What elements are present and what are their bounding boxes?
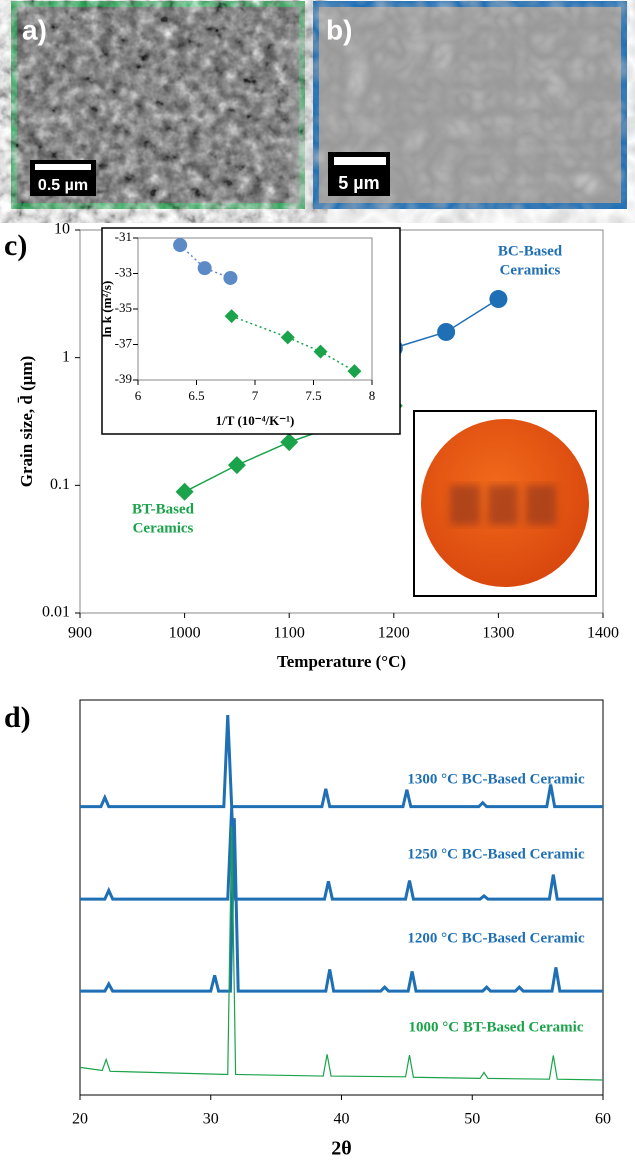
annotation: BC-Based: [498, 243, 563, 259]
x-axis-label: Temperature (°C): [277, 652, 406, 671]
data-point: [227, 456, 246, 475]
data-point: [489, 290, 508, 309]
x-tick-label: 50: [464, 1111, 480, 1128]
sem-image-b: 5 µm b): [313, 1, 627, 209]
series-line: [80, 714, 603, 809]
x-tick-label: 8: [369, 388, 376, 403]
y-tick-label: 0.01: [42, 604, 70, 621]
x-tick-label: 30: [203, 1111, 219, 1128]
x-axis-label: 2θ: [331, 1138, 351, 1160]
x-tick-label: 7.5: [305, 388, 321, 403]
x-tick-label: 1300: [482, 625, 514, 642]
series-line: [231, 315, 355, 372]
series-label: 1000 °C BT-Based Ceramic: [408, 1019, 583, 1035]
scale-bar-label: 5 µm: [338, 173, 379, 193]
data-point: [223, 270, 238, 285]
data-point: [437, 322, 456, 341]
y-tick-label: -35: [115, 300, 132, 315]
x-tick-label: 6.5: [188, 388, 204, 403]
photo-inset: [413, 410, 597, 597]
data-point: [313, 344, 328, 359]
series-line: [80, 807, 603, 901]
y-tick-label: -31: [115, 229, 132, 244]
data-point: [175, 482, 194, 501]
panel-label: a): [22, 14, 47, 45]
series-line: [80, 818, 603, 993]
series-label: 1250 °C BC-Based Ceramic: [407, 846, 585, 862]
annotation: Ceramics: [133, 520, 194, 536]
x-tick-label: 20: [72, 1111, 88, 1128]
y-tick-label: -37: [115, 335, 133, 350]
x-tick-label: 7: [252, 388, 259, 403]
x-tick-label: 40: [334, 1111, 350, 1128]
annotation: BT-Based: [132, 501, 195, 517]
panel-label: b): [326, 14, 352, 45]
y-axis-label: ln k (m²/s): [99, 281, 114, 338]
scale-bar-label: 0.5 µm: [38, 177, 88, 194]
panel-label: d): [4, 701, 31, 734]
series-label: 1300 °C BC-Based Ceramic: [407, 771, 585, 787]
x-axis-label: 1/T (10⁻⁴/K⁻¹): [216, 413, 295, 428]
x-tick-label: 6: [135, 388, 142, 403]
data-point: [224, 309, 239, 324]
y-tick-label: 10: [54, 221, 70, 238]
data-point: [347, 364, 362, 379]
x-tick-label: 1000: [169, 625, 201, 642]
y-tick-label: -33: [115, 264, 132, 279]
y-tick-label: 0.1: [50, 476, 70, 493]
x-tick-label: 1200: [378, 625, 410, 642]
x-tick-label: 60: [595, 1111, 611, 1128]
series-label: 1200 °C BC-Based Ceramic: [407, 930, 585, 946]
series-line: [79, 825, 604, 1081]
sem-image-a: 0.5 µm a): [11, 1, 305, 209]
x-tick-label: 1400: [587, 625, 619, 642]
x-tick-label: 1100: [273, 625, 304, 642]
y-axis-label: Grain size, d̄ (μm): [17, 356, 36, 487]
series-line: [179, 244, 231, 279]
data-point: [173, 238, 188, 253]
data-point: [197, 261, 212, 276]
plot-frame: [79, 699, 604, 1096]
y-tick-label: 1: [62, 348, 70, 365]
annotation: Ceramics: [500, 262, 561, 278]
x-tick-label: 900: [68, 625, 92, 642]
data-point: [280, 433, 299, 452]
data-point: [280, 330, 295, 345]
inset-frame: [101, 227, 401, 435]
y-tick-label: -39: [115, 371, 132, 386]
panel-label: c): [4, 229, 27, 262]
